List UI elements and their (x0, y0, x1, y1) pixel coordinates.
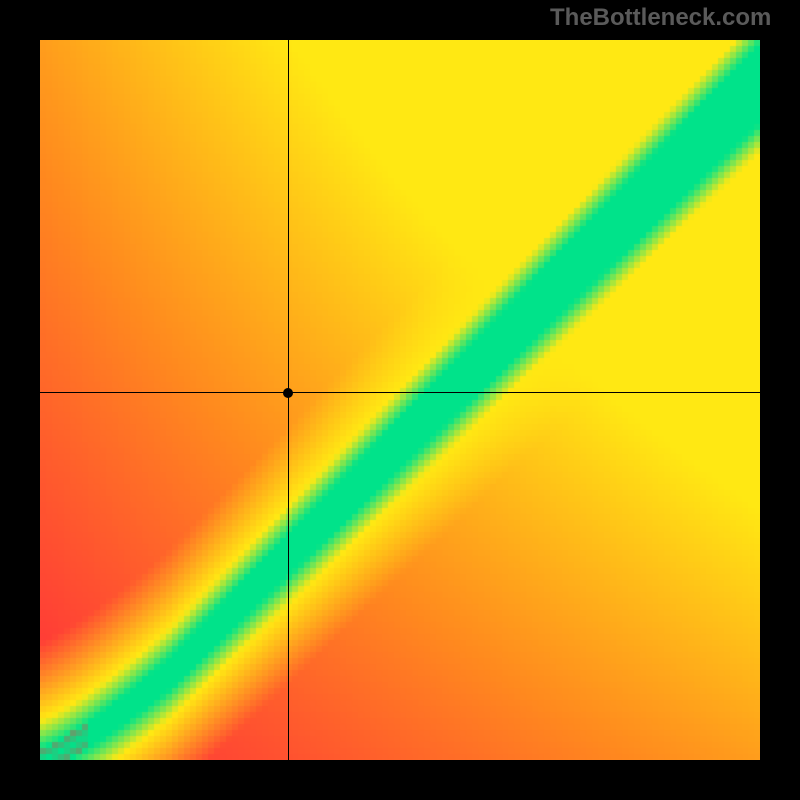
watermark-text: TheBottleneck.com (550, 4, 771, 32)
crosshair-horizontal (40, 392, 760, 393)
bottleneck-heatmap (40, 40, 760, 760)
crosshair-vertical (288, 40, 289, 760)
